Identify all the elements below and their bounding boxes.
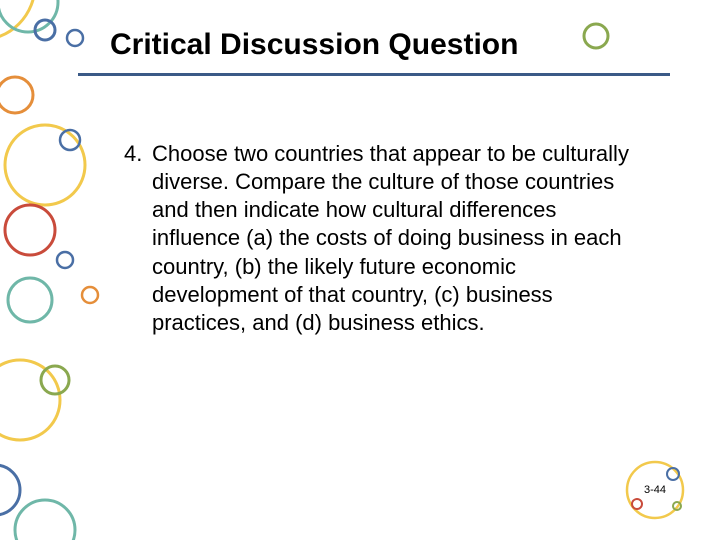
page-title: Critical Discussion Question — [110, 28, 670, 62]
page-number: 3-44 — [625, 460, 685, 520]
question-text: Choose two countries that appear to be c… — [152, 140, 632, 337]
page-number-badge: 3-44 — [625, 460, 685, 520]
title-underline — [78, 73, 670, 76]
slide: Critical Discussion Question 4.Choose tw… — [0, 0, 720, 540]
question-block: 4.Choose two countries that appear to be… — [124, 140, 644, 337]
question-number: 4. — [124, 140, 152, 168]
